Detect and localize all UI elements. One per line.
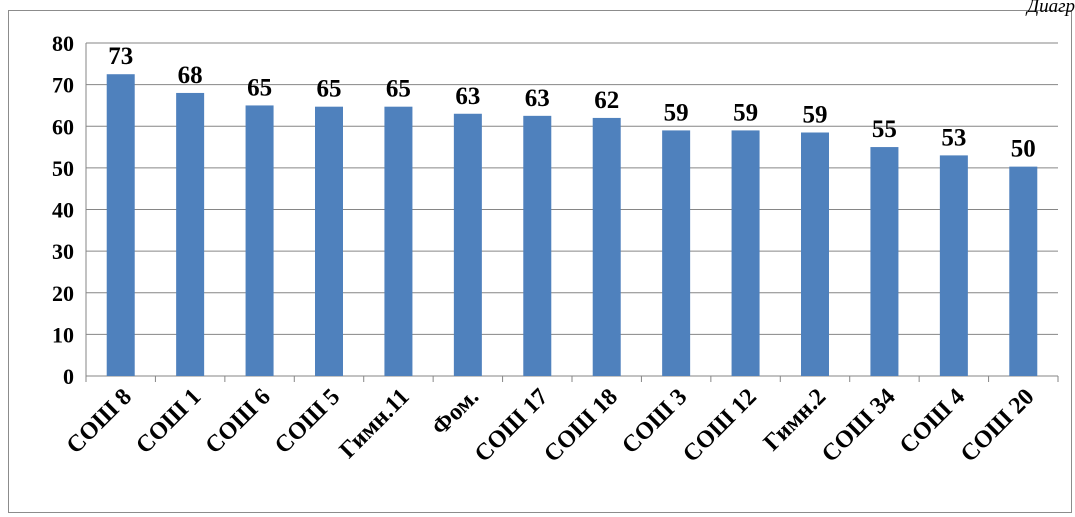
data-label: 65 <box>317 76 342 103</box>
bar <box>315 106 343 376</box>
bar <box>662 130 691 376</box>
y-tick-label: 40 <box>52 198 74 223</box>
corner-caption: Диагр <box>1026 0 1075 17</box>
bar <box>245 105 274 376</box>
category-label: Гимн.11 <box>335 384 415 464</box>
category-label: СОШ 1 <box>131 384 206 459</box>
chart-frame <box>8 10 1072 513</box>
data-label: 50 <box>1011 136 1036 163</box>
bar <box>384 106 413 376</box>
data-label: 73 <box>108 43 133 70</box>
category-label: Фом. <box>427 384 484 441</box>
category-label: СОШ 17 <box>470 384 554 468</box>
y-tick-label: 10 <box>52 322 74 347</box>
y-tick-label: 50 <box>52 156 74 181</box>
data-label: 59 <box>803 101 828 128</box>
data-label: 62 <box>594 87 619 114</box>
data-label: 55 <box>872 116 897 143</box>
data-label: 59 <box>733 99 758 126</box>
y-tick-label: 0 <box>63 364 74 389</box>
category-label: СОШ 6 <box>201 384 276 459</box>
category-label: СОШ 8 <box>62 384 137 459</box>
data-label: 63 <box>455 83 480 110</box>
bar <box>801 132 829 376</box>
bar <box>1009 166 1038 376</box>
data-label: 53 <box>941 124 966 151</box>
bar <box>523 115 552 376</box>
bar <box>453 113 482 376</box>
data-label: 63 <box>525 85 550 112</box>
y-tick-label: 80 <box>52 31 74 56</box>
y-tick-label: 30 <box>52 239 74 264</box>
category-label: СОШ 5 <box>270 384 345 459</box>
bar <box>870 147 899 376</box>
bar <box>939 155 968 376</box>
category-label: СОШ 12 <box>678 384 762 468</box>
y-tick-label: 70 <box>52 73 74 98</box>
data-label: 59 <box>664 99 689 126</box>
y-tick-label: 60 <box>52 114 74 139</box>
data-label: 68 <box>178 62 203 89</box>
y-tick-label: 20 <box>52 281 74 306</box>
category-label: СОШ 20 <box>956 384 1040 468</box>
bar <box>731 130 760 376</box>
bar <box>592 117 621 377</box>
data-label: 65 <box>386 76 411 103</box>
category-label: СОШ 34 <box>817 384 901 468</box>
category-label: СОШ 18 <box>539 384 623 468</box>
bar <box>106 74 135 376</box>
bar <box>176 92 205 376</box>
data-label: 65 <box>247 74 272 101</box>
